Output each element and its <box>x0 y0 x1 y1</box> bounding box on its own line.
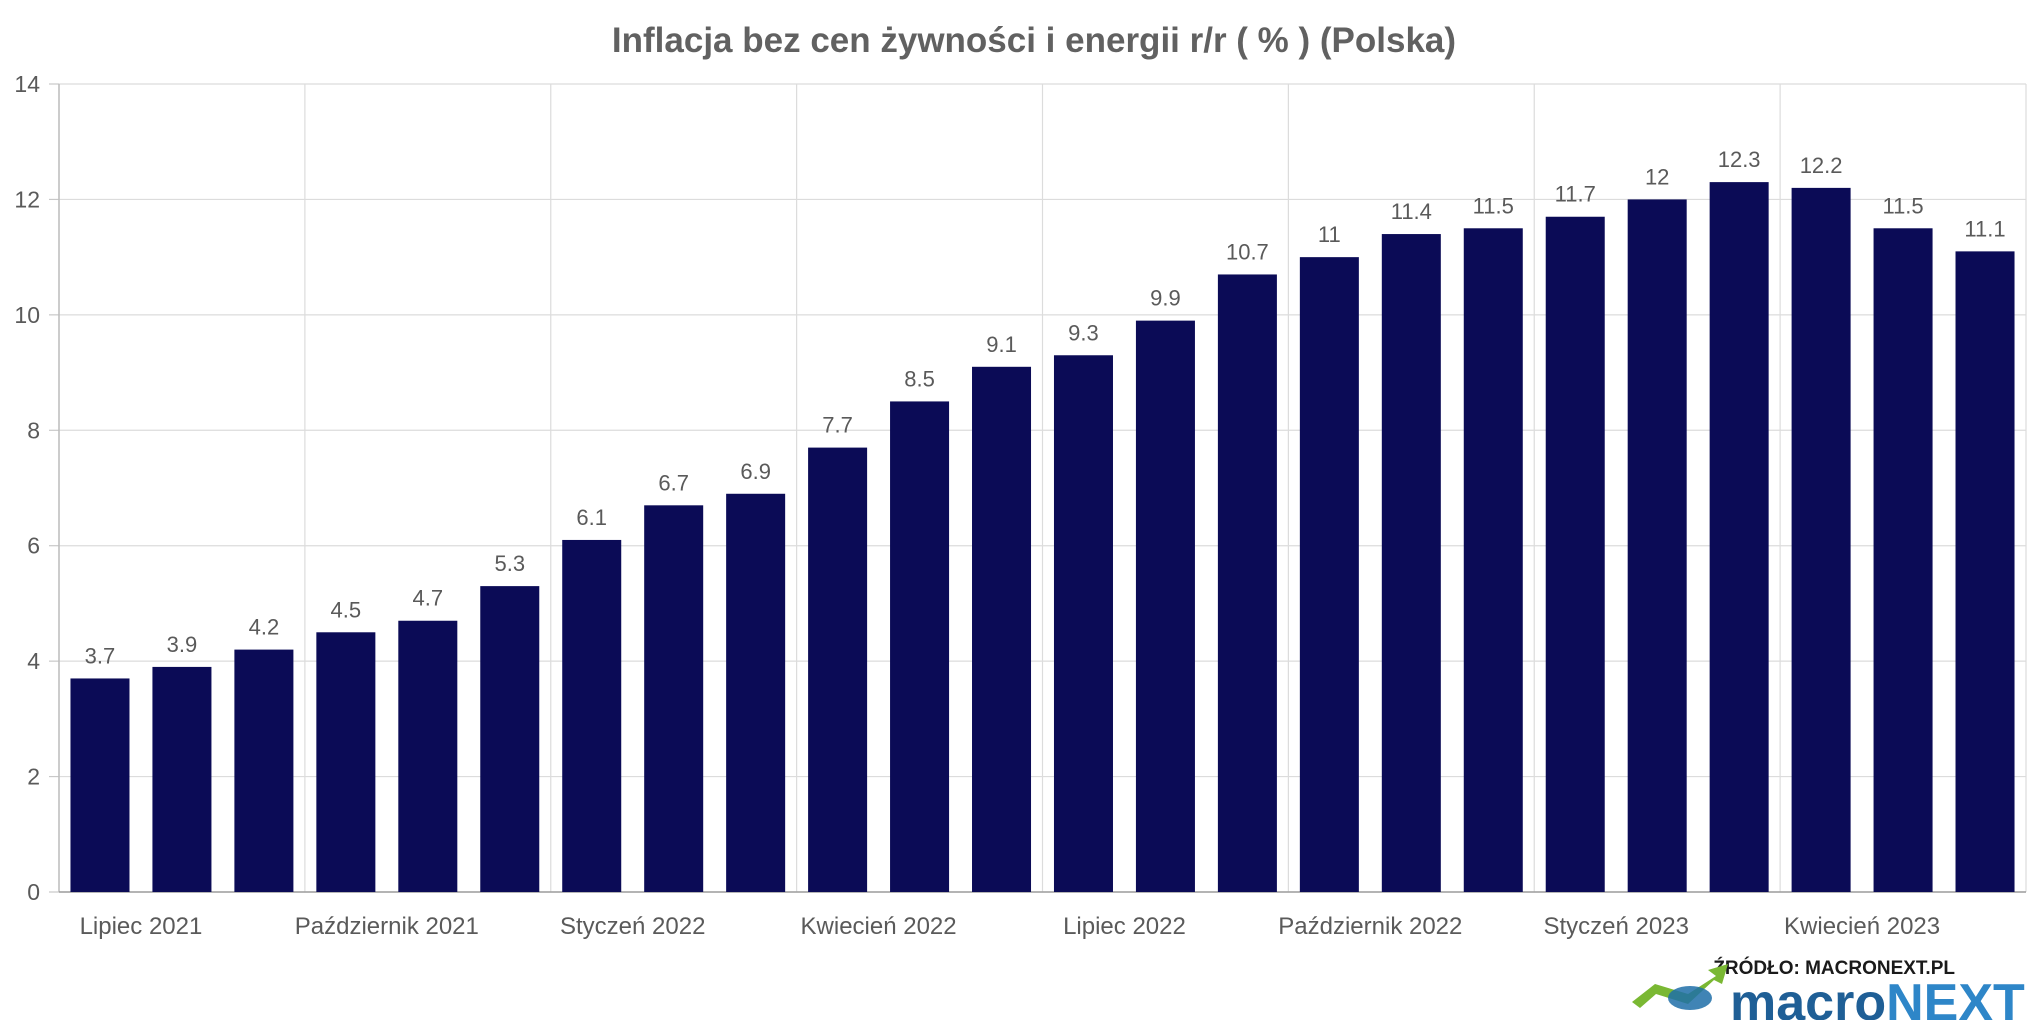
y-tick-labels: 0 2 4 6 8 10 12 14 <box>14 71 40 905</box>
y-tick-label: 10 <box>14 302 40 328</box>
brand-logo-part2: NEXT <box>1886 974 2025 1020</box>
source-text: ŹRÓDŁO: MACRONEXT.PL <box>1713 957 1955 979</box>
x-tick-label: Październik 2021 <box>295 913 479 940</box>
data-label: 11.4 <box>1391 199 1432 224</box>
bar <box>562 539 622 892</box>
y-tick-label: 2 <box>27 764 40 790</box>
grid <box>58 83 2027 893</box>
x-tick-label: Styczeń 2023 <box>1543 913 1688 940</box>
bar <box>726 493 786 892</box>
data-label: 9.3 <box>1068 320 1099 345</box>
data-label: 5.3 <box>494 551 525 576</box>
branding: ŹRÓDŁO: MACRONEXT.PL macroNEXT <box>1632 957 2025 1020</box>
data-label: 11.7 <box>1555 182 1596 207</box>
x-tick-labels: Lipiec 2021 Październik 2021 Styczeń 2022 K… <box>80 913 1941 940</box>
bar <box>1545 216 1605 892</box>
bar <box>1217 274 1277 892</box>
x-tick-label: Kwiecień 2023 <box>1784 913 1940 940</box>
y-tick-label: 12 <box>14 186 40 212</box>
y-tick-label: 14 <box>14 71 40 97</box>
data-label: 11.1 <box>1964 216 2005 241</box>
axes <box>49 83 2026 893</box>
bar <box>1709 182 1769 893</box>
data-labels: 3.7 3.9 4.2 4.5 4.7 5.3 6.1 6.7 6.9 7.7 8.5 9.1 9.3 9… <box>85 147 2006 668</box>
bar <box>1873 228 1933 893</box>
bar <box>480 586 540 892</box>
bar <box>70 678 130 892</box>
x-tick-label: Styczeń 2022 <box>560 913 705 940</box>
brand-logo-text: macroNEXT <box>1730 974 2025 1020</box>
data-label: 9.9 <box>1150 286 1181 311</box>
data-label: 6.1 <box>576 505 607 530</box>
y-tick-label: 6 <box>27 533 40 559</box>
y-tick-label: 4 <box>27 648 40 674</box>
bar <box>1381 234 1441 893</box>
bar <box>972 366 1032 892</box>
y-tick-label: 0 <box>27 879 40 905</box>
bar <box>808 447 868 892</box>
data-label: 12.3 <box>1718 147 1761 172</box>
brand-logo-part1: macro <box>1730 974 1886 1020</box>
data-label: 7.7 <box>822 413 853 438</box>
bar <box>1627 199 1687 892</box>
y-tick-label: 8 <box>27 417 40 443</box>
bars <box>70 182 2015 893</box>
data-label: 4.7 <box>413 586 444 611</box>
rising-arrow-icon <box>1632 964 1728 1010</box>
data-label: 8.5 <box>904 366 935 391</box>
data-label: 6.9 <box>740 459 771 484</box>
x-tick-label: Lipiec 2022 <box>1063 913 1186 940</box>
bar <box>234 649 294 892</box>
bar <box>398 620 458 892</box>
data-label: 3.9 <box>167 632 198 657</box>
data-label: 11.5 <box>1882 193 1923 218</box>
x-tick-label: Październik 2022 <box>1278 913 1462 940</box>
data-label: 11.5 <box>1473 193 1514 218</box>
bar <box>1791 187 1851 892</box>
bar <box>1053 355 1113 892</box>
data-label: 4.2 <box>249 615 280 640</box>
bar <box>1463 228 1523 893</box>
data-label: 12 <box>1645 164 1669 189</box>
x-tick-label: Kwiecień 2022 <box>801 913 957 940</box>
chart-title: Inflacja bez cen żywności i energii r/r … <box>612 21 1456 60</box>
data-label: 10.7 <box>1226 239 1269 264</box>
data-label: 11 <box>1318 222 1341 247</box>
data-label: 6.7 <box>658 470 689 495</box>
data-label: 9.1 <box>986 332 1017 357</box>
bar <box>890 401 950 892</box>
x-tick-label: Lipiec 2021 <box>80 913 203 940</box>
data-label: 12.2 <box>1800 153 1843 178</box>
bar <box>316 632 376 892</box>
bar <box>644 505 704 892</box>
bar <box>1955 251 2015 892</box>
data-label: 4.5 <box>331 597 362 622</box>
data-label: 3.7 <box>85 643 116 668</box>
bar <box>152 666 212 892</box>
bar <box>1299 257 1359 893</box>
bar <box>1135 320 1195 893</box>
